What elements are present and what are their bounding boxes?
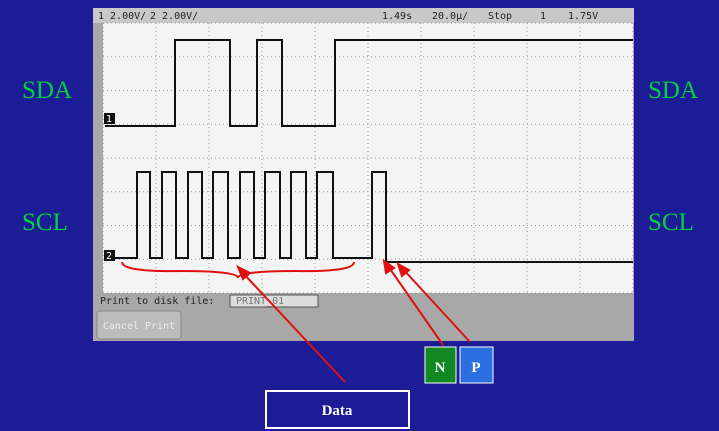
ch2-marker: 2	[106, 251, 112, 262]
ch1-marker: 1	[106, 114, 112, 125]
trigger-voltage: 1.75V	[568, 11, 598, 22]
cancel-button-label[interactable]: Cancel Print	[103, 321, 175, 332]
print-label: Print to disk file:	[100, 296, 214, 307]
p-label: P	[471, 360, 480, 376]
page: {"labels": {"sda_left": "SDA", "scl_left…	[0, 0, 719, 431]
slide: SDA SCL SDA SCL 1 2.00V/ 2 2.00V/ 1.49s …	[0, 0, 719, 431]
scl-label: SCL	[22, 209, 68, 236]
timebase: 20.0µ/	[432, 11, 468, 22]
data-label: Data	[322, 403, 353, 419]
n-label: N	[435, 360, 446, 376]
sda-label: SDA	[22, 77, 72, 104]
status: Stop	[488, 11, 512, 22]
sda-label: SDA	[648, 77, 698, 104]
ch1-scale: 1 2.00V/	[98, 11, 146, 22]
ch2-scale: 2 2.00V/	[150, 11, 198, 22]
scl-label: SCL	[648, 209, 694, 236]
file-name: PRINT_01	[236, 296, 284, 307]
trigger-source: 1	[540, 11, 546, 22]
trigger-level: 1.49s	[382, 11, 412, 22]
oscilloscope-screen: 1 2.00V/ 2 2.00V/ 1.49s 20.0µ/ Stop 1 1.…	[93, 8, 634, 341]
